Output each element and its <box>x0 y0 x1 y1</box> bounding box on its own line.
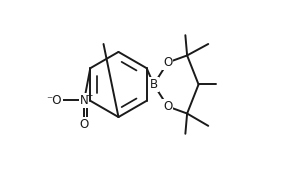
Text: O: O <box>79 118 89 131</box>
Text: O: O <box>163 56 173 69</box>
Text: O: O <box>163 100 173 113</box>
Text: ⁻O: ⁻O <box>47 94 62 107</box>
Text: N: N <box>80 94 88 107</box>
Text: +: + <box>85 90 93 100</box>
Text: B: B <box>150 78 158 91</box>
